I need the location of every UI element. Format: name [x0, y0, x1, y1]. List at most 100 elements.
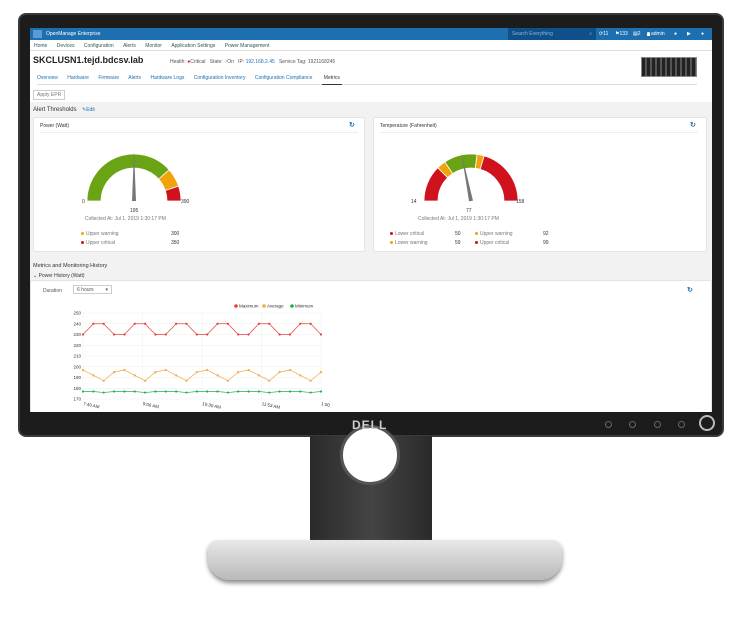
- warnings-badge[interactable]: ▤2: [633, 31, 641, 37]
- app-logo-icon: [33, 30, 42, 38]
- duration-label: Duration: [43, 288, 62, 294]
- data-point: [175, 374, 178, 377]
- legend-label[interactable]: Average: [267, 304, 284, 309]
- data-point: [268, 379, 271, 382]
- settings-icon[interactable]: ●: [701, 31, 705, 37]
- legend-label[interactable]: Maximum: [239, 304, 259, 309]
- temperature-title: Temperature (Fahrenheit): [380, 123, 437, 129]
- tab-hardware[interactable]: Hardware: [67, 75, 89, 81]
- data-point: [133, 390, 136, 393]
- power-title: Power (Watt): [40, 123, 69, 129]
- user-menu[interactable]: admin: [647, 31, 665, 37]
- screen: OpenManage Enterprise Search Everything ⌕…: [30, 28, 712, 412]
- legend-marker: [262, 304, 266, 308]
- tab-configuration-compliance[interactable]: Configuration Compliance: [254, 75, 313, 81]
- data-point: [164, 390, 167, 393]
- data-point: [185, 379, 188, 382]
- data-point: [81, 390, 85, 393]
- data-point: [278, 390, 281, 393]
- y-tick-label: 170: [73, 397, 81, 402]
- legend-label[interactable]: Minimum: [295, 304, 314, 309]
- data-point: [278, 371, 281, 374]
- edit-thresholds-link[interactable]: ✎Edit: [82, 107, 95, 113]
- data-point: [206, 368, 209, 372]
- search-input[interactable]: Search Everything ⌕: [508, 28, 596, 40]
- threshold-lower-critical: Lower critical 50: [390, 230, 475, 239]
- app-title: OpenManage Enterprise: [46, 31, 101, 37]
- nav-power-management[interactable]: Power Management: [224, 43, 270, 49]
- jobs-badge[interactable]: ⟳11: [599, 31, 609, 37]
- top-bar: OpenManage Enterprise Search Everything ⌕…: [30, 28, 712, 40]
- data-point: [247, 390, 250, 393]
- data-point: [319, 371, 323, 374]
- data-point: [185, 322, 188, 325]
- data-point: [206, 390, 209, 393]
- data-point: [206, 333, 209, 336]
- monitor-button[interactable]: [605, 421, 612, 428]
- refresh-icon[interactable]: ↻: [687, 287, 693, 294]
- data-point: [309, 391, 312, 394]
- y-tick-label: 230: [73, 332, 81, 337]
- video-icon[interactable]: ▶: [687, 31, 691, 37]
- help-icon[interactable]: ●: [674, 31, 678, 37]
- nav-configuration[interactable]: Configuration: [83, 43, 114, 49]
- nav-alerts[interactable]: Alerts: [123, 43, 136, 49]
- x-tick-label: 9:06 AM: [142, 401, 159, 409]
- data-point: [195, 333, 198, 336]
- alerts-badge[interactable]: ⚑133: [615, 31, 628, 37]
- data-point: [247, 333, 250, 336]
- threshold-upper-critical: Upper critical 99: [475, 239, 549, 248]
- apply-epr-button[interactable]: Apply EPR: [33, 90, 66, 100]
- gauge-value: 77: [466, 208, 472, 214]
- legend-marker: [290, 304, 294, 308]
- refresh-icon[interactable]: ↻: [690, 122, 696, 129]
- ip-link[interactable]: 192.168.2.45: [245, 59, 275, 65]
- duration-select[interactable]: 6 hours ▾: [73, 285, 112, 294]
- data-point: [133, 374, 136, 377]
- data-point: [216, 374, 219, 377]
- gauge-needle: [132, 151, 136, 201]
- power-history-toggle[interactable]: ⌄ Power History (Watt): [33, 273, 85, 279]
- refresh-icon[interactable]: ↻: [349, 122, 355, 129]
- data-point: [257, 374, 261, 377]
- data-point: [195, 371, 198, 374]
- nav-devices[interactable]: Devices: [56, 43, 75, 49]
- device-tabs: Overview Hardware Firmware Alerts Hardwa…: [37, 75, 697, 85]
- server-image: [641, 57, 697, 77]
- data-point: [185, 391, 188, 394]
- data-point: [154, 371, 157, 374]
- monitor-button[interactable]: [629, 421, 636, 428]
- data-point: [195, 390, 198, 393]
- data-point: [237, 390, 240, 393]
- data-point: [175, 322, 178, 325]
- nav-home[interactable]: Home: [34, 43, 48, 49]
- power-gauge: [86, 151, 182, 202]
- power-button[interactable]: [699, 415, 715, 431]
- nav-application-settings[interactable]: Application Settings: [171, 43, 216, 49]
- data-point: [319, 333, 323, 336]
- history-title: Metrics and Monitoring History: [33, 263, 108, 269]
- monitor-base: [208, 540, 562, 580]
- search-placeholder: Search Everything: [512, 31, 553, 37]
- data-point: [133, 322, 136, 325]
- dell-logo: DELL: [352, 418, 388, 432]
- tab-configuration-inventory[interactable]: Configuration Inventory: [193, 75, 246, 81]
- tab-metrics[interactable]: Metrics: [321, 75, 342, 85]
- tab-hardware-logs[interactable]: Hardware Logs: [150, 75, 185, 81]
- x-tick-label: 10:30 AM: [202, 401, 222, 410]
- y-tick-label: 190: [73, 375, 81, 380]
- nav-monitor[interactable]: Monitor: [145, 43, 162, 49]
- gauge-max: 158: [516, 199, 525, 205]
- monitor-button[interactable]: [654, 421, 661, 428]
- data-point: [123, 333, 126, 336]
- search-icon: ⌕: [589, 31, 592, 37]
- data-point: [299, 374, 302, 377]
- threshold-lower-warning: Lower warning 59: [390, 239, 475, 248]
- tab-alerts[interactable]: Alerts: [128, 75, 142, 81]
- device-name: SKCLUSN1.tejd.bdcsv.lab: [33, 55, 144, 65]
- tab-overview[interactable]: Overview: [37, 75, 58, 81]
- data-point: [102, 391, 105, 394]
- series-line-maximum: [82, 323, 322, 335]
- monitor-button[interactable]: [678, 421, 685, 428]
- tab-firmware[interactable]: Firmware: [98, 75, 120, 81]
